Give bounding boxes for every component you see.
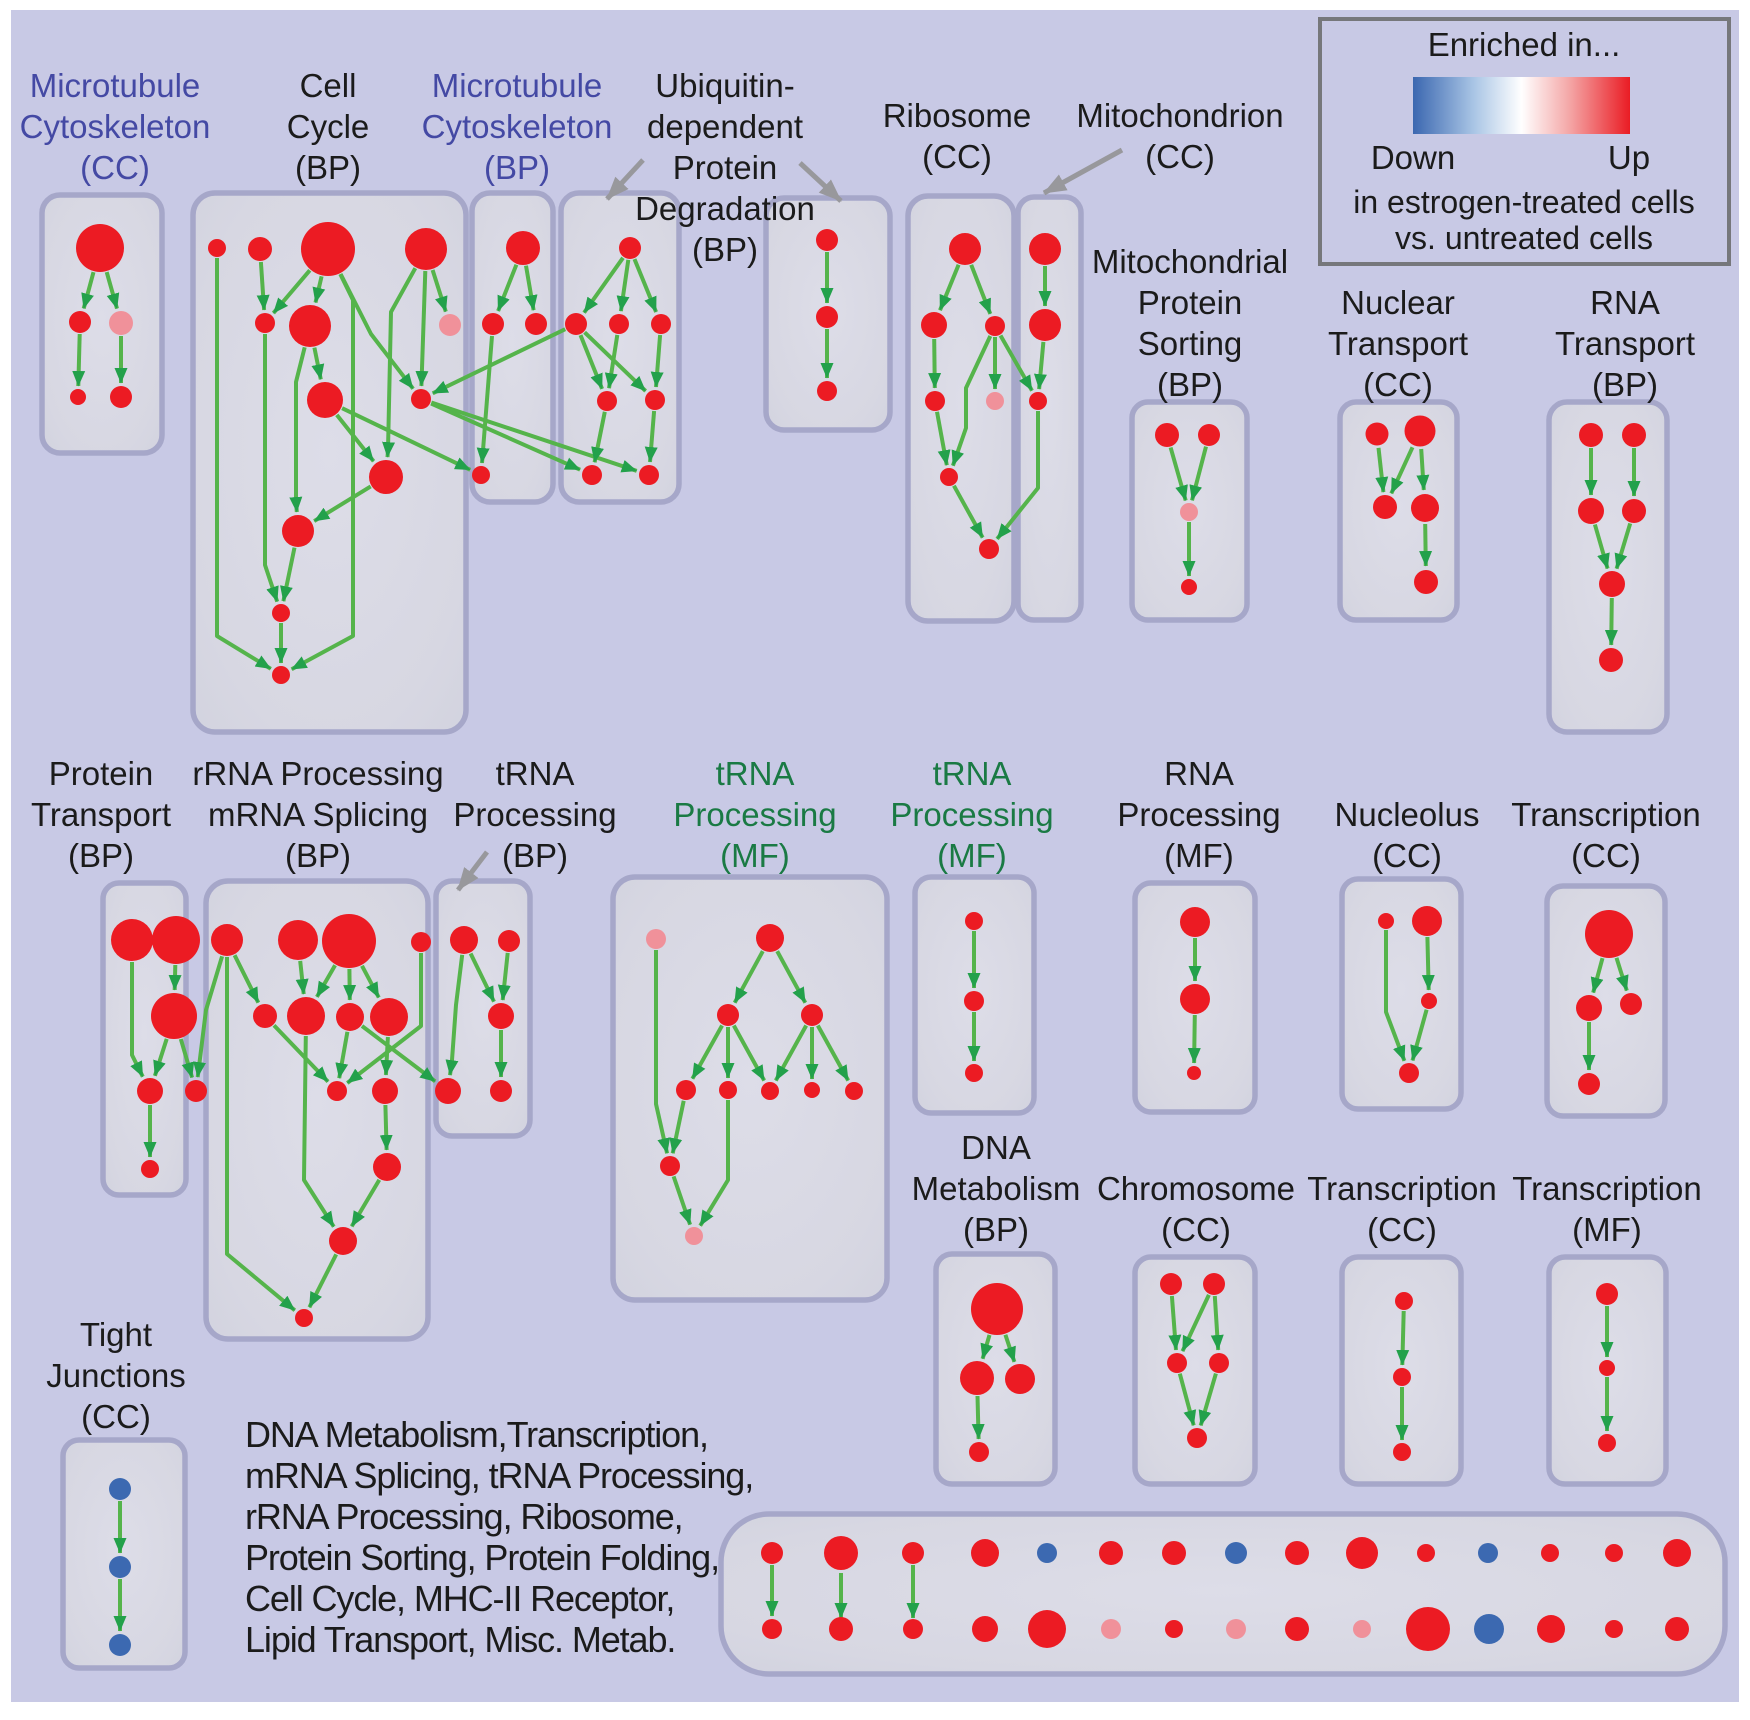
svg-text:Lipid Transport, Misc. Metab.: Lipid Transport, Misc. Metab. [245,1619,675,1660]
svg-text:(CC): (CC) [1161,1211,1231,1248]
svg-text:tRNA: tRNA [933,755,1012,792]
svg-text:vs. untreated cells: vs. untreated cells [1395,220,1653,256]
svg-text:Transport: Transport [1555,325,1695,362]
svg-text:(BP): (BP) [484,149,550,186]
svg-text:Nuclear: Nuclear [1341,284,1455,321]
svg-text:(MF): (MF) [1572,1211,1642,1248]
svg-text:(BP): (BP) [68,837,134,874]
svg-text:(BP): (BP) [963,1211,1029,1248]
svg-text:dependent: dependent [647,108,803,145]
svg-text:Cell: Cell [300,67,357,104]
svg-text:Nucleolus: Nucleolus [1335,796,1480,833]
svg-text:Ubiquitin-: Ubiquitin- [655,67,794,104]
svg-text:mRNA Splicing, tRNA Processing: mRNA Splicing, tRNA Processing, [245,1455,753,1496]
svg-text:(MF): (MF) [720,837,790,874]
svg-text:(CC): (CC) [1367,1211,1437,1248]
svg-text:Tight: Tight [80,1316,152,1353]
svg-text:Mitochondrion: Mitochondrion [1076,97,1283,134]
svg-text:Mitochondrial: Mitochondrial [1092,243,1288,280]
svg-text:Protein: Protein [1138,284,1243,321]
svg-text:Down: Down [1371,139,1455,176]
svg-text:Transcription: Transcription [1307,1170,1497,1207]
svg-text:Transcription: Transcription [1511,796,1701,833]
svg-text:DNA: DNA [961,1129,1031,1166]
svg-text:rRNA Processing: rRNA Processing [192,755,443,792]
svg-text:RNA: RNA [1590,284,1660,321]
svg-text:Transport: Transport [1328,325,1468,362]
svg-text:Degradation: Degradation [635,190,815,227]
svg-text:(CC): (CC) [80,149,150,186]
svg-text:Chromosome: Chromosome [1097,1170,1295,1207]
svg-text:Processing: Processing [1117,796,1280,833]
svg-text:(CC): (CC) [81,1398,151,1435]
svg-text:(CC): (CC) [1372,837,1442,874]
svg-text:Sorting: Sorting [1138,325,1243,362]
svg-text:(BP): (BP) [1157,366,1223,403]
svg-text:RNA: RNA [1164,755,1234,792]
svg-text:(MF): (MF) [937,837,1007,874]
svg-text:Cell Cycle, MHC-II Receptor,: Cell Cycle, MHC-II Receptor, [245,1578,674,1619]
svg-text:Protein Sorting, Protein Foldi: Protein Sorting, Protein Folding, [245,1537,719,1578]
svg-text:Processing: Processing [890,796,1053,833]
svg-text:Processing: Processing [453,796,616,833]
svg-text:(BP): (BP) [692,231,758,268]
svg-text:rRNA Processing, Ribosome,: rRNA Processing, Ribosome, [245,1496,683,1537]
svg-text:(CC): (CC) [1145,138,1215,175]
svg-text:in estrogen-treated cells: in estrogen-treated cells [1353,184,1695,220]
svg-text:Junctions: Junctions [46,1357,185,1394]
svg-text:Metabolism: Metabolism [912,1170,1081,1207]
svg-text:Cytoskeleton: Cytoskeleton [20,108,211,145]
svg-text:(CC): (CC) [1363,366,1433,403]
svg-text:Microtubule: Microtubule [432,67,603,104]
svg-text:Enriched in...: Enriched in... [1428,26,1621,63]
svg-text:Cycle: Cycle [287,108,370,145]
svg-text:tRNA: tRNA [496,755,575,792]
svg-text:Cytoskeleton: Cytoskeleton [422,108,613,145]
svg-text:Ribosome: Ribosome [883,97,1032,134]
svg-text:DNA Metabolism,Transcription,: DNA Metabolism,Transcription, [245,1414,708,1455]
svg-text:(BP): (BP) [1592,366,1658,403]
svg-text:Up: Up [1608,139,1650,176]
svg-text:Protein: Protein [673,149,778,186]
svg-text:(CC): (CC) [922,138,992,175]
svg-text:Transcription: Transcription [1512,1170,1702,1207]
svg-text:(BP): (BP) [285,837,351,874]
svg-text:tRNA: tRNA [716,755,795,792]
svg-text:Microtubule: Microtubule [30,67,201,104]
svg-text:Protein: Protein [49,755,154,792]
svg-text:(BP): (BP) [502,837,568,874]
svg-text:(CC): (CC) [1571,837,1641,874]
svg-text:(BP): (BP) [295,149,361,186]
svg-text:mRNA Splicing: mRNA Splicing [208,796,428,833]
svg-text:Transport: Transport [31,796,171,833]
svg-text:Processing: Processing [673,796,836,833]
svg-text:(MF): (MF) [1164,837,1234,874]
